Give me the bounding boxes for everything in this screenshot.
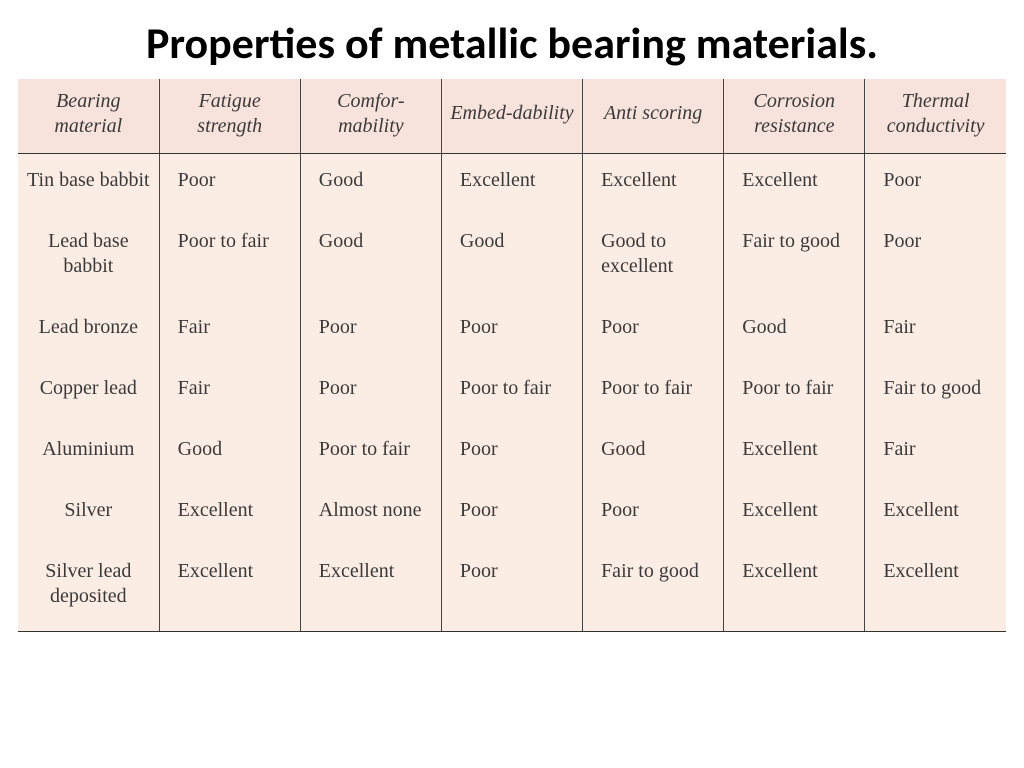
cell: Excellent — [724, 545, 865, 632]
cell: Poor — [865, 215, 1006, 301]
table-row: Copper lead Fair Poor Poor to fair Poor … — [18, 362, 1006, 423]
col-header: Corrosion resistance — [724, 79, 865, 154]
cell: Fair — [159, 301, 300, 362]
cell: Almost none — [300, 484, 441, 545]
cell: Excellent — [441, 153, 582, 215]
cell: Lead bronze — [18, 301, 159, 362]
col-header: Thermal conductivity — [865, 79, 1006, 154]
cell: Good to excellent — [583, 215, 724, 301]
cell: Tin base babbit — [18, 153, 159, 215]
col-header: Fatigue strength — [159, 79, 300, 154]
cell: Aluminium — [18, 423, 159, 484]
cell: Fair to good — [583, 545, 724, 632]
page-title: Properties of metallic bearing materials… — [0, 0, 1024, 69]
table-row: Aluminium Good Poor to fair Poor Good Ex… — [18, 423, 1006, 484]
col-header: Comfor-mability — [300, 79, 441, 154]
cell: Poor — [300, 362, 441, 423]
cell: Good — [583, 423, 724, 484]
cell: Fair — [865, 423, 1006, 484]
cell: Poor to fair — [300, 423, 441, 484]
table-row: Tin base babbit Poor Good Excellent Exce… — [18, 153, 1006, 215]
cell: Good — [300, 215, 441, 301]
table-container: Bearing material Fatigue strength Comfor… — [0, 69, 1024, 632]
materials-table: Bearing material Fatigue strength Comfor… — [18, 79, 1006, 632]
cell: Lead base babbit — [18, 215, 159, 301]
slide: Properties of metallic bearing materials… — [0, 0, 1024, 768]
cell: Excellent — [300, 545, 441, 632]
cell: Fair to good — [724, 215, 865, 301]
cell: Good — [300, 153, 441, 215]
cell: Silver lead deposited — [18, 545, 159, 632]
col-header: Anti scoring — [583, 79, 724, 154]
cell: Excellent — [724, 423, 865, 484]
cell: Excellent — [159, 545, 300, 632]
cell: Fair — [159, 362, 300, 423]
cell: Excellent — [865, 545, 1006, 632]
cell: Poor to fair — [724, 362, 865, 423]
table-row: Lead bronze Fair Poor Poor Poor Good Fai… — [18, 301, 1006, 362]
cell: Poor to fair — [441, 362, 582, 423]
cell: Poor — [159, 153, 300, 215]
cell: Excellent — [724, 484, 865, 545]
cell: Poor — [583, 301, 724, 362]
cell: Poor — [865, 153, 1006, 215]
cell: Fair to good — [865, 362, 1006, 423]
cell: Good — [441, 215, 582, 301]
table-body: Tin base babbit Poor Good Excellent Exce… — [18, 153, 1006, 631]
cell: Poor to fair — [159, 215, 300, 301]
cell: Excellent — [724, 153, 865, 215]
cell: Good — [159, 423, 300, 484]
cell: Poor — [441, 301, 582, 362]
cell: Poor — [583, 484, 724, 545]
cell: Poor to fair — [583, 362, 724, 423]
table-header: Bearing material Fatigue strength Comfor… — [18, 79, 1006, 154]
cell: Poor — [441, 545, 582, 632]
table-row: Lead base babbit Poor to fair Good Good … — [18, 215, 1006, 301]
cell: Good — [724, 301, 865, 362]
cell: Poor — [441, 423, 582, 484]
col-header: Embed-dability — [441, 79, 582, 154]
cell: Excellent — [583, 153, 724, 215]
cell: Poor — [300, 301, 441, 362]
cell: Fair — [865, 301, 1006, 362]
col-header: Bearing material — [18, 79, 159, 154]
table-row: Silver lead deposited Excellent Excellen… — [18, 545, 1006, 632]
cell: Excellent — [865, 484, 1006, 545]
cell: Silver — [18, 484, 159, 545]
cell: Poor — [441, 484, 582, 545]
cell: Excellent — [159, 484, 300, 545]
table-row: Silver Excellent Almost none Poor Poor E… — [18, 484, 1006, 545]
cell: Copper lead — [18, 362, 159, 423]
header-row: Bearing material Fatigue strength Comfor… — [18, 79, 1006, 154]
